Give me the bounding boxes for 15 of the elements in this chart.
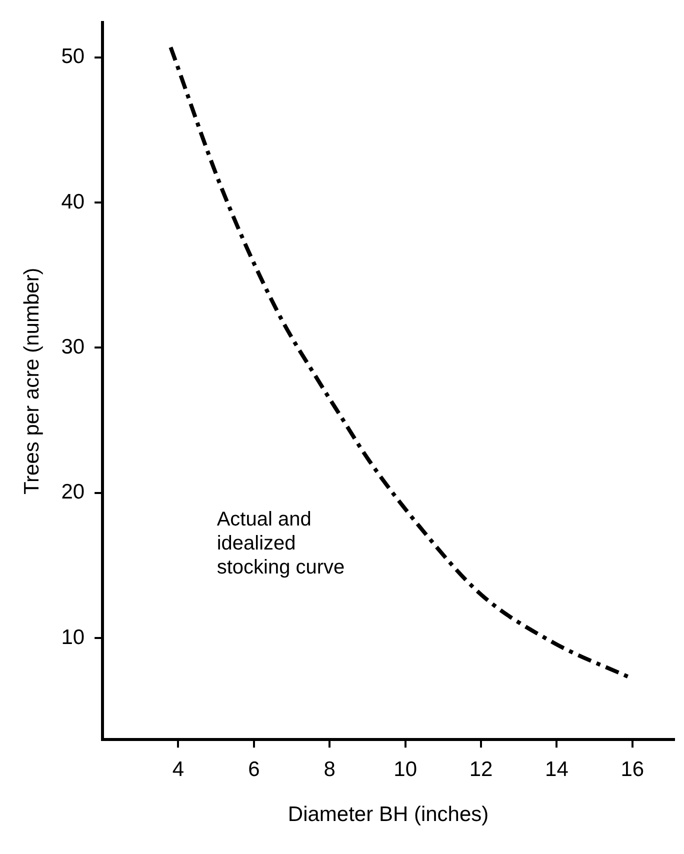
x-tick-label: 8 bbox=[324, 758, 336, 781]
x-tick-label: 14 bbox=[545, 758, 569, 781]
y-tick-label: 50 bbox=[61, 45, 85, 68]
y-tick-label: 20 bbox=[61, 480, 85, 504]
x-tick-label: 6 bbox=[248, 758, 260, 781]
x-axis-title: Diameter BH (inches) bbox=[288, 803, 489, 826]
y-tick-label: 30 bbox=[61, 336, 85, 359]
y-tick-label: 40 bbox=[61, 190, 85, 214]
y-tick-label: 10 bbox=[61, 626, 85, 649]
x-tick-label: 12 bbox=[469, 758, 493, 781]
x-tick-label: 4 bbox=[172, 758, 184, 781]
y-axis-title: Trees per acre (number) bbox=[20, 268, 44, 494]
x-tick-label: 16 bbox=[620, 758, 644, 781]
annotation: Actual and idealized stocking curve bbox=[216, 508, 345, 579]
x-tick-label: 10 bbox=[394, 758, 417, 781]
